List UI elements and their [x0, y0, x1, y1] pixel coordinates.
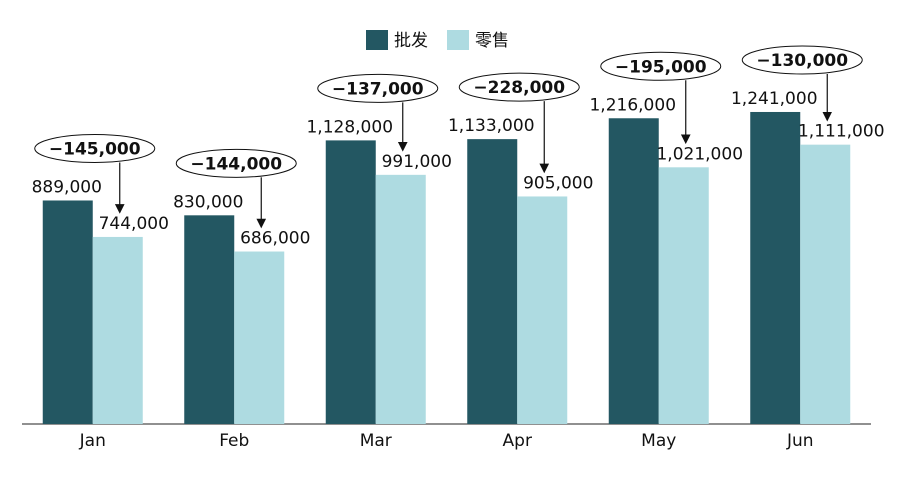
bar: [517, 196, 568, 424]
value-label: 1,021,000: [656, 144, 743, 164]
value-label: 1,216,000: [589, 95, 676, 115]
annotation-label: −228,000: [473, 78, 565, 98]
annotation-bubble: [175, 148, 297, 178]
annotation-label: −145,000: [49, 139, 141, 159]
value-label: 686,000: [240, 229, 310, 249]
value-label: 1,111,000: [798, 122, 885, 142]
x-tick-label: Apr: [503, 431, 532, 451]
bar: [658, 167, 709, 424]
legend-swatch: [366, 30, 388, 50]
value-label: 830,000: [173, 192, 243, 212]
value-label: 905,000: [523, 173, 593, 193]
bar: [325, 140, 376, 425]
bar: [750, 111, 801, 424]
bar: [467, 139, 518, 425]
x-tick-label: May: [641, 431, 676, 451]
annotation-label: −144,000: [190, 154, 282, 174]
x-tick-label: Mar: [360, 431, 392, 451]
annotation-bubble: [317, 73, 439, 103]
x-tick-label: Jan: [79, 431, 106, 451]
bar: [608, 118, 659, 425]
legend-label: 批发: [394, 31, 428, 51]
bar: [184, 215, 235, 424]
annotation-bubble: [458, 72, 580, 102]
x-tick-label: Feb: [219, 431, 249, 451]
bar: [92, 236, 143, 424]
bar: [800, 144, 851, 425]
value-label: 1,133,000: [448, 116, 535, 136]
value-label: 1,241,000: [731, 89, 818, 109]
value-label: 991,000: [382, 152, 452, 172]
value-label: 889,000: [32, 177, 102, 197]
annotation-bubble: [34, 133, 156, 163]
value-label: 1,128,000: [306, 117, 393, 137]
annotation-label: −130,000: [756, 51, 848, 71]
bar: [375, 174, 426, 424]
annotation-bubble: [741, 45, 863, 75]
annotation-label: −195,000: [615, 57, 707, 77]
legend-swatch: [447, 30, 469, 50]
legend-label: 零售: [475, 31, 509, 51]
value-label: 744,000: [99, 214, 169, 234]
bar: [42, 200, 93, 424]
annotation-label: −137,000: [332, 79, 424, 99]
bar: [234, 251, 285, 424]
annotation-bubble: [600, 51, 722, 81]
x-tick-label: Jun: [786, 431, 814, 451]
